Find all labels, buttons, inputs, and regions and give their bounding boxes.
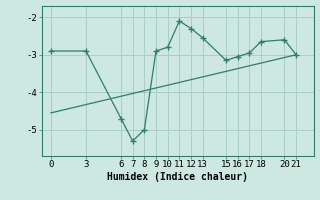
X-axis label: Humidex (Indice chaleur): Humidex (Indice chaleur) (107, 172, 248, 182)
